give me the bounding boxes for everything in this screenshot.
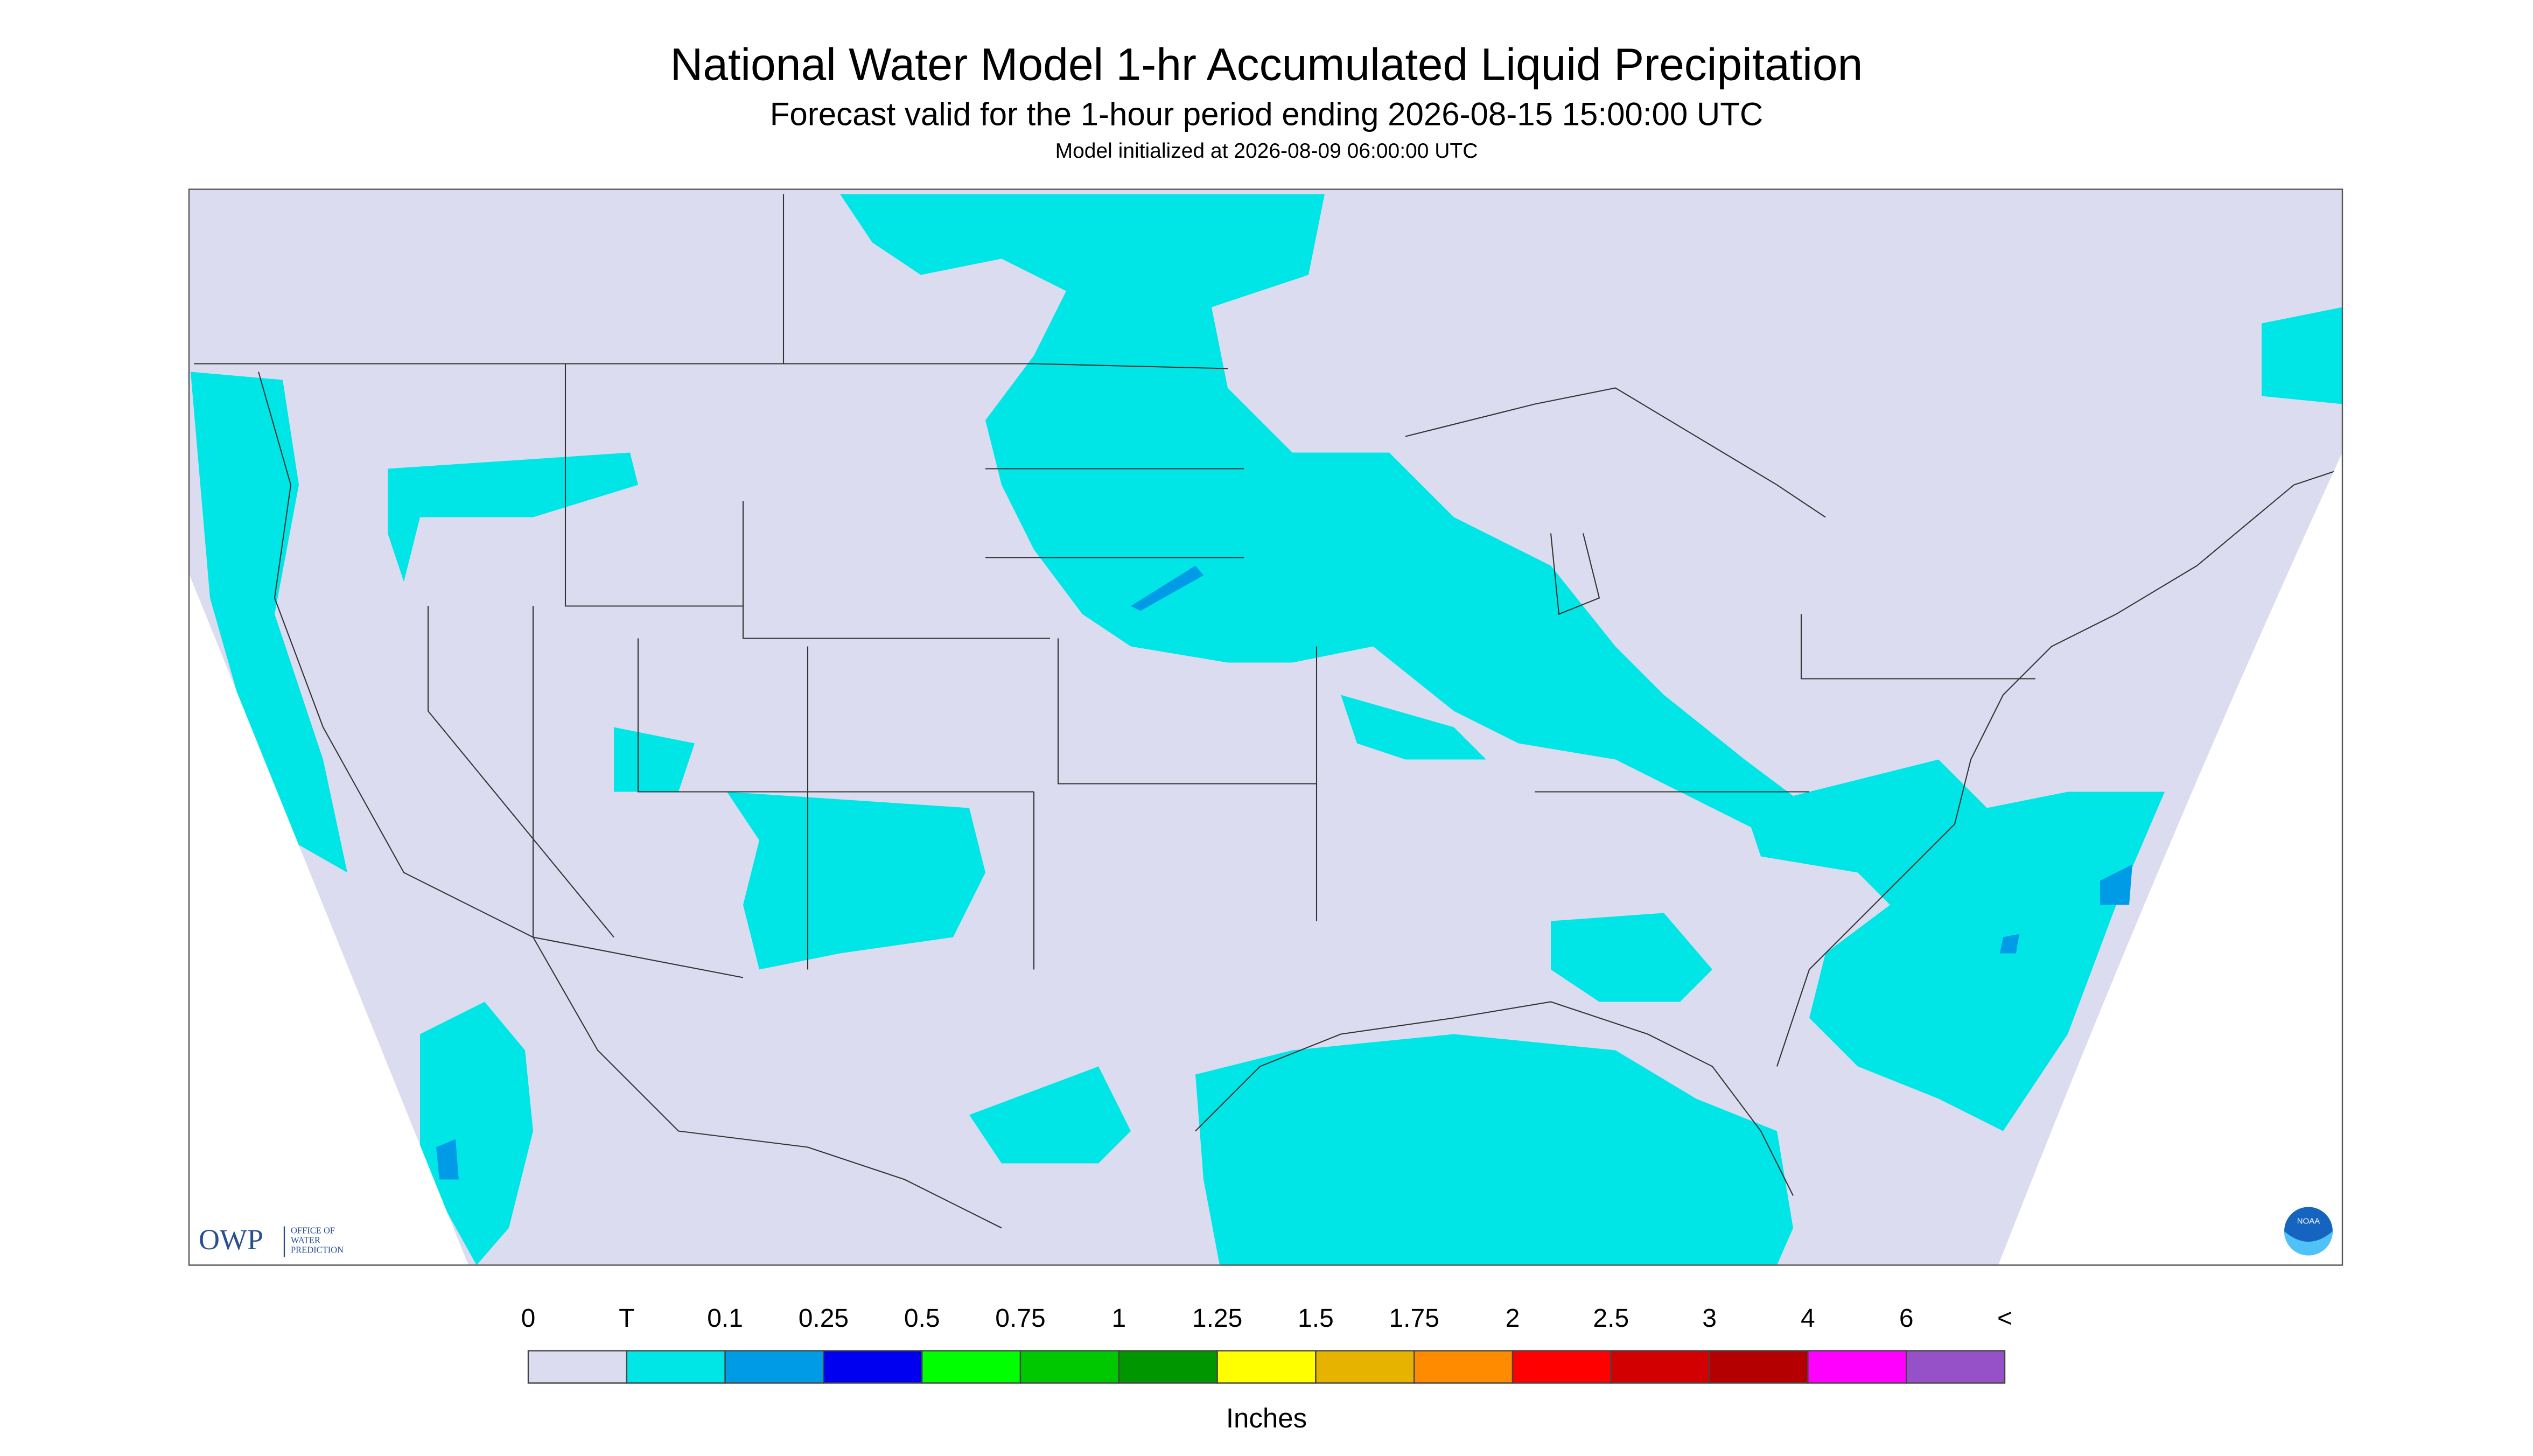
- legend-label: 2.5: [1593, 1304, 1629, 1333]
- legend-swatch: [1807, 1350, 1907, 1384]
- owp-logo: OWP: [199, 1223, 263, 1256]
- projection-edge: [189, 573, 468, 1265]
- legend-label: 3: [1702, 1304, 1717, 1333]
- legend-swatch: [1216, 1350, 1317, 1384]
- noaa-text: NOAA: [2297, 1216, 2320, 1226]
- owp-text-line: OFFICE OF: [291, 1225, 335, 1235]
- legend-swatch: [1414, 1350, 1514, 1384]
- owp-text-line: PREDICTION: [291, 1244, 344, 1255]
- legend-unit: Inches: [1226, 1403, 1307, 1433]
- precip-area: [191, 372, 347, 873]
- legend-label: T: [619, 1304, 634, 1333]
- legend-swatch: [1019, 1350, 1120, 1384]
- legend-label: 1.75: [1389, 1304, 1439, 1333]
- legend-swatch: [724, 1350, 824, 1384]
- legend-swatch: [1709, 1350, 1809, 1384]
- legend-swatch: [1610, 1350, 1710, 1384]
- precip-area: [840, 194, 1809, 841]
- precip-area: [969, 1066, 1131, 1164]
- coastline: [257, 372, 2343, 1229]
- init-note: Model initialized at 2026-08-09 06:00:00…: [1055, 139, 1478, 163]
- legend-swatch: [527, 1350, 628, 1384]
- legend-swatch: [823, 1350, 923, 1384]
- legend-label: 0: [521, 1304, 536, 1333]
- legend-label: 0.25: [799, 1304, 849, 1333]
- precip-area: [614, 727, 695, 792]
- legend-label: 4: [1801, 1304, 1815, 1333]
- legend-label: 2: [1506, 1304, 1520, 1333]
- legend-label: 6: [1899, 1304, 1914, 1333]
- precip-area: [420, 1002, 533, 1265]
- map-frame: [188, 188, 2343, 1266]
- legend-label: 0.1: [707, 1304, 743, 1333]
- legend-swatch: [626, 1350, 726, 1384]
- precip-area: [1195, 1034, 1793, 1265]
- precip-area: [1341, 695, 1486, 760]
- title: National Water Model 1-hr Accumulated Li…: [670, 39, 1863, 90]
- legend-swatch: [1512, 1350, 1612, 1384]
- legend: 0 T 0.1 0.25 0.5 0.75 1 1.25 1.5 1.75 2 2.5 3 4 6 <: [521, 1304, 2012, 1384]
- noaa-wave: [2284, 1231, 2333, 1256]
- legend-label: 1: [1111, 1304, 1126, 1333]
- precip-area: [2262, 307, 2342, 404]
- legend-swatch: [921, 1350, 1021, 1384]
- legend-swatch: [1118, 1350, 1218, 1384]
- projection-edge: [1998, 452, 2342, 1265]
- legend-label: 0.5: [904, 1304, 940, 1333]
- precip-area: [727, 792, 985, 970]
- precip-area: [388, 452, 638, 582]
- owp-text-line: WATER: [291, 1235, 320, 1245]
- legend-swatch: [1315, 1350, 1415, 1384]
- legend-swatch: [1905, 1350, 2006, 1384]
- precip-area: [1551, 913, 1712, 1002]
- legend-label: 0.75: [995, 1304, 1045, 1333]
- legend-label: 1.25: [1192, 1304, 1242, 1333]
- legend-label: <: [1997, 1304, 2012, 1333]
- legend-label: 1.5: [1298, 1304, 1334, 1333]
- subtitle: Forecast valid for the 1-hour period end…: [770, 96, 1763, 132]
- precip-area: [1745, 759, 2165, 1131]
